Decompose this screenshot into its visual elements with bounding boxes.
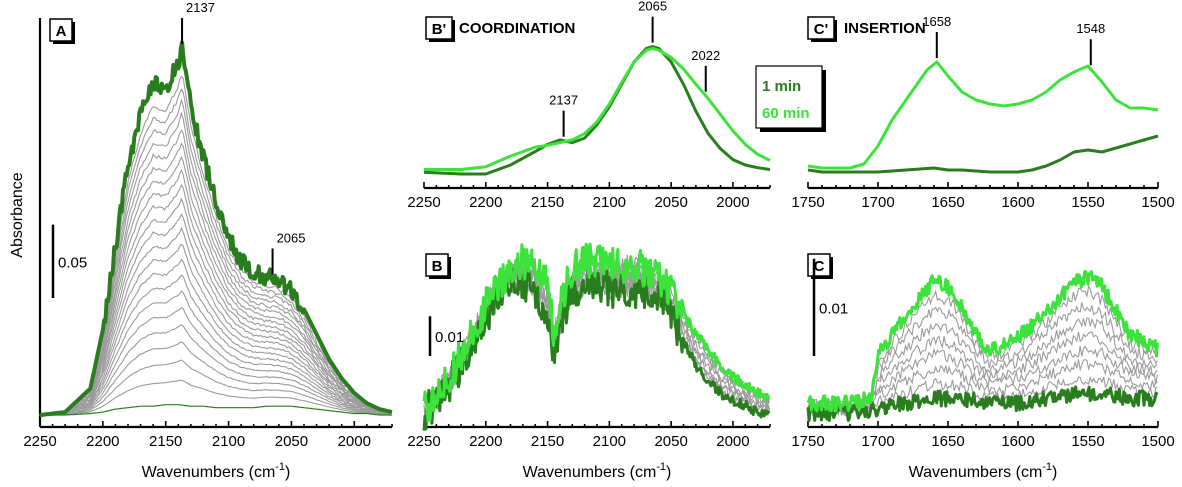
x-tick-label-cp: 1500	[1141, 194, 1174, 211]
peak-label-cp: 1658	[922, 14, 951, 29]
x-tick-label-c: 1700	[861, 433, 894, 450]
series-line-bp-1	[424, 46, 771, 171]
x-axis-label-a: Wavenumbers (cm-1)	[142, 461, 291, 481]
peak-label-bp: 2022	[691, 48, 720, 63]
x-tick-label-c: 1650	[931, 433, 964, 450]
plot-cp: 1750 1700 1650 1600 1550 1500 1658 1548	[791, 14, 1174, 211]
series-line-c-1	[806, 270, 1159, 413]
panel-label-b: B	[425, 253, 451, 279]
x-tick-label-bp: 2200	[469, 194, 502, 211]
peak-label-a: 2065	[277, 230, 306, 245]
panel-label-b-text: B	[432, 258, 443, 275]
series-line-b-1	[422, 242, 771, 423]
panel-label-c-text: C	[814, 258, 825, 275]
x-tick-label-cp: 1700	[861, 194, 894, 211]
x-axis-label-c: Wavenumbers (cm-1)	[909, 461, 1058, 481]
x-tick-label-b: 2200	[469, 433, 502, 450]
panel-label-c: C	[807, 253, 833, 279]
panel-title-coordination: COORDINATION	[459, 20, 575, 37]
grey-spectrum-a	[39, 290, 391, 417]
x-tick-label-a: 2050	[275, 433, 308, 450]
x-tick-label-b: 2000	[716, 433, 749, 450]
grey-spectrum-a	[39, 183, 391, 417]
series-line-cp-0	[807, 134, 1159, 174]
legend-entry-60min: 60 min	[762, 105, 810, 122]
grey-spectrum-a	[39, 379, 391, 416]
x-tick-label-bp: 2250	[407, 194, 440, 211]
grey-spectrum-a	[39, 258, 391, 417]
grey-spectrum-a	[39, 129, 391, 418]
y-axis-label: Absorbance	[9, 172, 26, 257]
grey-spectrum-a	[39, 359, 391, 416]
panel-label-cp: C'	[807, 16, 837, 42]
series-line-c-0	[806, 385, 1159, 422]
series-line-a-0	[40, 404, 392, 416]
x-axis-label-b: Wavenumbers (cm-1)	[523, 461, 672, 481]
grey-spectrum-a	[39, 226, 391, 417]
x-tick-label-b: 2050	[654, 433, 687, 450]
plot-bp: 2250 2200 2150 2100 2050 2000 2137 2065 2022	[407, 0, 771, 211]
x-tick-label-c: 1550	[1071, 433, 1104, 450]
x-tick-label-c: 1750	[791, 433, 824, 450]
peak-label-bp: 2137	[549, 93, 578, 108]
series-line-cp-1	[807, 60, 1159, 170]
x-tick-label-a: 2150	[149, 433, 182, 450]
x-tick-label-a: 2100	[212, 433, 245, 450]
grey-spectrum-a	[39, 341, 391, 416]
x-tick-label-bp: 2050	[654, 194, 687, 211]
legend-entry-1min: 1 min	[762, 78, 801, 95]
grey-spectrum-a	[39, 197, 391, 416]
scale-bar-label-b: 0.01	[435, 329, 464, 346]
x-tick-label-bp: 2100	[593, 194, 626, 211]
x-tick-label-cp: 1650	[931, 194, 964, 211]
x-tick-label-bp: 2000	[716, 194, 749, 211]
grey-spectrum-a	[39, 243, 391, 417]
x-tick-label-b: 2100	[593, 433, 626, 450]
plot-b: 2250 2200 2150 2100 2050 2000 0.01	[407, 242, 771, 450]
panel-label-bp: B'	[425, 16, 455, 42]
scale-bar-label-c: 0.01	[819, 300, 848, 317]
grey-spectrum-a	[39, 307, 391, 416]
peak-label-a: 2137	[186, 0, 215, 15]
panel-label-a: A	[49, 18, 75, 44]
panel-label-a-text: A	[56, 23, 67, 40]
peak-label-cp: 1548	[1076, 21, 1105, 36]
x-tick-label-b: 2250	[407, 433, 440, 450]
x-tick-label-a: 2200	[86, 433, 119, 450]
x-tick-label-cp: 1550	[1071, 194, 1104, 211]
x-tick-label-bp: 2150	[531, 194, 564, 211]
panel-label-bp-text: B'	[432, 21, 446, 38]
x-tick-label-c: 1500	[1141, 433, 1174, 450]
plot-a: 2250 2200 2150 2100 2050 2000 2137 2065 0.05	[23, 0, 393, 450]
peak-label-bp: 2065	[638, 0, 667, 14]
x-tick-label-cp: 1600	[1001, 194, 1034, 211]
x-tick-label-cp: 1750	[791, 194, 824, 211]
plot-c: 1750 1700 1650 1600 1550 1500 0.01	[791, 258, 1175, 450]
legend: 1 min 60 min	[755, 65, 826, 132]
scale-bar-label-a: 0.05	[58, 254, 87, 271]
x-tick-label-c: 1600	[1001, 433, 1034, 450]
grey-spectrum-a	[39, 274, 391, 416]
panel-title-insertion: INSERTION	[844, 20, 926, 37]
x-tick-label-a: 2250	[23, 433, 56, 450]
x-tick-label-a: 2000	[338, 433, 371, 450]
panel-label-cp-text: C'	[814, 21, 828, 38]
series-line-a-5	[39, 40, 393, 417]
series-line-b-0	[422, 266, 771, 431]
grey-spectrum-a	[39, 324, 391, 416]
x-tick-label-b: 2150	[531, 433, 564, 450]
